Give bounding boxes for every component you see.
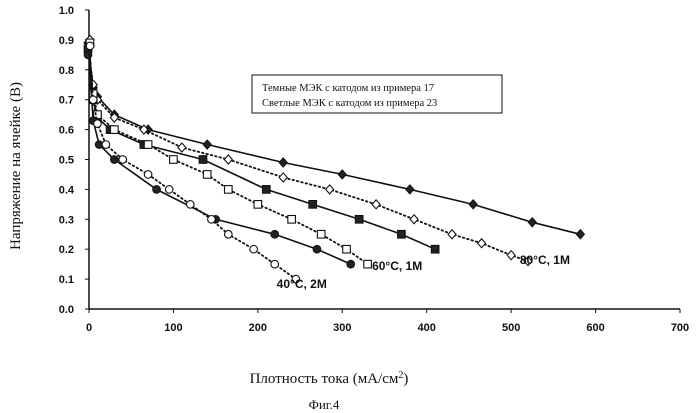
x-tick-label: 0 <box>86 322 92 334</box>
data-point <box>89 96 97 104</box>
data-point <box>208 216 216 224</box>
data-point <box>225 186 233 194</box>
data-point <box>119 156 127 164</box>
x-tick-label: 300 <box>333 322 351 334</box>
y-tick-label: 0.4 <box>59 184 75 196</box>
data-point <box>288 216 296 224</box>
data-point <box>203 140 211 149</box>
data-point <box>225 230 233 238</box>
data-point <box>203 171 211 179</box>
x-tick-label: 100 <box>164 322 182 334</box>
data-point <box>410 215 418 224</box>
data-point <box>406 185 414 194</box>
data-point <box>528 218 536 227</box>
data-point <box>398 230 406 238</box>
series-line <box>89 40 528 261</box>
y-tick-label: 0.9 <box>59 35 74 47</box>
data-point <box>338 170 346 179</box>
legend: Темные МЭК с катодом из примера 17 Светл… <box>252 75 502 113</box>
data-point <box>271 260 279 268</box>
data-point <box>178 143 186 152</box>
y-tick-label: 0.0 <box>59 304 74 316</box>
data-point <box>317 230 325 238</box>
data-point <box>507 251 515 260</box>
data-point <box>372 200 380 209</box>
series-line <box>89 43 580 234</box>
data-point <box>170 156 178 164</box>
y-tick-label: 0.6 <box>59 125 74 137</box>
data-point <box>102 141 110 149</box>
data-point <box>313 245 321 253</box>
series-1 <box>86 35 532 265</box>
y-axis-title: Напряжение на ячейке (В) <box>8 82 24 250</box>
data-point <box>347 260 355 268</box>
y-tick-label: 1.0 <box>59 5 74 17</box>
data-point <box>271 230 279 238</box>
data-point <box>153 186 161 194</box>
data-point <box>448 230 456 239</box>
x-tick-label: 700 <box>671 322 689 334</box>
figure-caption: Фиг.4 <box>309 397 340 412</box>
data-point <box>144 171 152 179</box>
x-tick-label: 600 <box>586 322 604 334</box>
curve-label: 80°C, 1M <box>520 253 570 267</box>
data-point <box>263 186 271 194</box>
data-point <box>84 51 92 59</box>
y-tick-label: 0.8 <box>59 65 74 77</box>
x-axis-title: Плотность тока (мА/см2) <box>250 370 409 388</box>
data-point <box>94 120 102 128</box>
annotations: 80°C, 1M 60°C, 1M 40°C, 2M <box>277 253 570 291</box>
x-axis-title-end: ) <box>403 371 408 387</box>
series-layer <box>84 35 584 283</box>
data-point <box>364 260 372 268</box>
data-point <box>355 216 363 224</box>
data-point <box>478 239 486 248</box>
series-0 <box>84 38 584 238</box>
curve-label: 40°C, 2M <box>277 277 327 291</box>
curve-label: 60°C, 1M <box>372 259 422 273</box>
x-tick-label: 500 <box>502 322 520 334</box>
data-point <box>343 245 351 253</box>
data-point <box>187 201 195 209</box>
data-point <box>279 158 287 167</box>
x-ticks: 0 100 200 300 400 500 600 700 <box>86 309 689 334</box>
legend-entry-dark: Темные МЭК с катодом из примера 17 <box>262 83 434 94</box>
data-point <box>250 245 258 253</box>
y-tick-label: 0.3 <box>59 214 74 226</box>
y-tick-label: 0.5 <box>59 155 74 167</box>
x-tick-label: 200 <box>249 322 267 334</box>
data-point <box>469 200 477 209</box>
y-tick-label: 0.7 <box>59 95 74 107</box>
y-tick-label: 0.2 <box>59 244 74 256</box>
data-point <box>111 156 119 164</box>
x-axis-title-main: Плотность тока (мА/см <box>250 371 399 387</box>
data-point <box>144 141 152 149</box>
data-point <box>224 155 232 164</box>
data-point <box>326 185 334 194</box>
data-point <box>279 173 287 182</box>
data-point <box>111 126 119 134</box>
data-point <box>309 201 317 209</box>
data-point <box>86 42 94 50</box>
axes: 0 100 200 300 400 500 600 700 0.0 0.1 0.2 0.3 0.4 0.… <box>59 5 689 334</box>
data-point <box>431 245 439 253</box>
data-point <box>199 156 207 164</box>
data-point <box>165 186 173 194</box>
data-point <box>254 201 262 209</box>
legend-entry-light: Светлые МЭК с катодом из примера 23 <box>262 98 437 109</box>
data-point <box>576 230 584 239</box>
y-tick-label: 0.1 <box>59 274 74 286</box>
x-tick-label: 400 <box>418 322 436 334</box>
